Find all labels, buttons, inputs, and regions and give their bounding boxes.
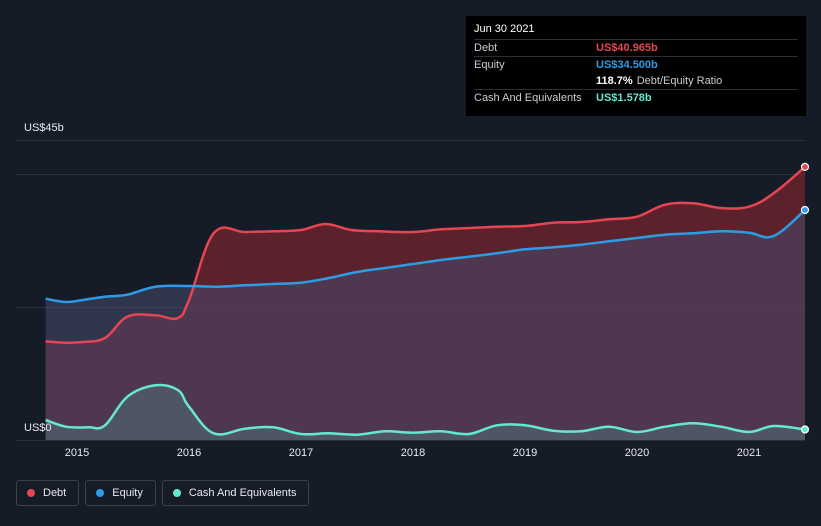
tooltip-row-debt: Debt US$40.965b (474, 39, 798, 56)
x-tick-2016: 2016 (176, 447, 202, 459)
legend-debt-dot-icon (27, 489, 35, 497)
legend-cash-dot-icon (172, 489, 181, 497)
endpoint-debt[interactable] (800, 162, 810, 171)
tooltip-panel: Jun 30 2021 Debt US$40.965b Equity US$34… (466, 16, 806, 116)
tooltip-row-cash: Cash And Equivalents US$1.578b (474, 89, 798, 106)
legend-debt-label: Debt (43, 487, 67, 499)
tooltip-equity-value: US$34.500b (596, 59, 658, 71)
tooltip-ratio-value: 118.7% (596, 75, 633, 87)
line-debt (45, 165, 806, 344)
legend-equity-dot-icon (96, 489, 105, 497)
tooltip-debt-label: Debt (474, 42, 498, 54)
x-tick-2020: 2020 (624, 447, 650, 459)
chart-legend: Debt Equity Cash And Equivalents (16, 480, 310, 506)
gridline-bottom (16, 440, 805, 441)
legend-item-cash[interactable]: Cash And Equivalents (161, 480, 310, 506)
tooltip-row-ratio: 118.7% Debt/Equity Ratio (474, 73, 798, 89)
tooltip-cash-value: US$1.578b (596, 92, 652, 104)
legend-cash-label: Cash And Equivalents (188, 487, 297, 499)
line-cash-and-equivalents (45, 383, 806, 436)
y-axis-min-label: US$0 (24, 422, 52, 434)
tooltip-debt-value: US$40.965b (596, 42, 658, 54)
x-tick-2017: 2017 (288, 447, 314, 459)
line-equity (45, 209, 806, 304)
endpoint-cash-and-equivalents[interactable] (800, 425, 810, 434)
area-cash-and-equivalents (45, 384, 806, 440)
endpoint-equity[interactable] (800, 205, 810, 215)
tooltip-row-equity: Equity US$34.500b (474, 56, 798, 73)
x-tick-2019: 2019 (512, 447, 538, 459)
area-equity (45, 210, 806, 440)
gridline-top (16, 140, 805, 141)
x-tick-2021: 2021 (736, 447, 762, 459)
gridline-upper (16, 174, 805, 175)
tooltip-ratio-caption: Debt/Equity Ratio (636, 75, 723, 87)
legend-item-debt[interactable]: Debt (16, 480, 80, 506)
legend-item-equity[interactable]: Equity (85, 480, 156, 506)
x-tick-2015: 2015 (64, 447, 90, 459)
y-axis-max-label: US$45b (24, 122, 64, 134)
legend-equity-label: Equity (112, 487, 143, 499)
tooltip-equity-label: Equity (474, 59, 505, 71)
tooltip-date: Jun 30 2021 (474, 23, 535, 35)
x-tick-2018: 2018 (400, 447, 426, 459)
tooltip-cash-label: Cash And Equivalents (474, 92, 582, 104)
